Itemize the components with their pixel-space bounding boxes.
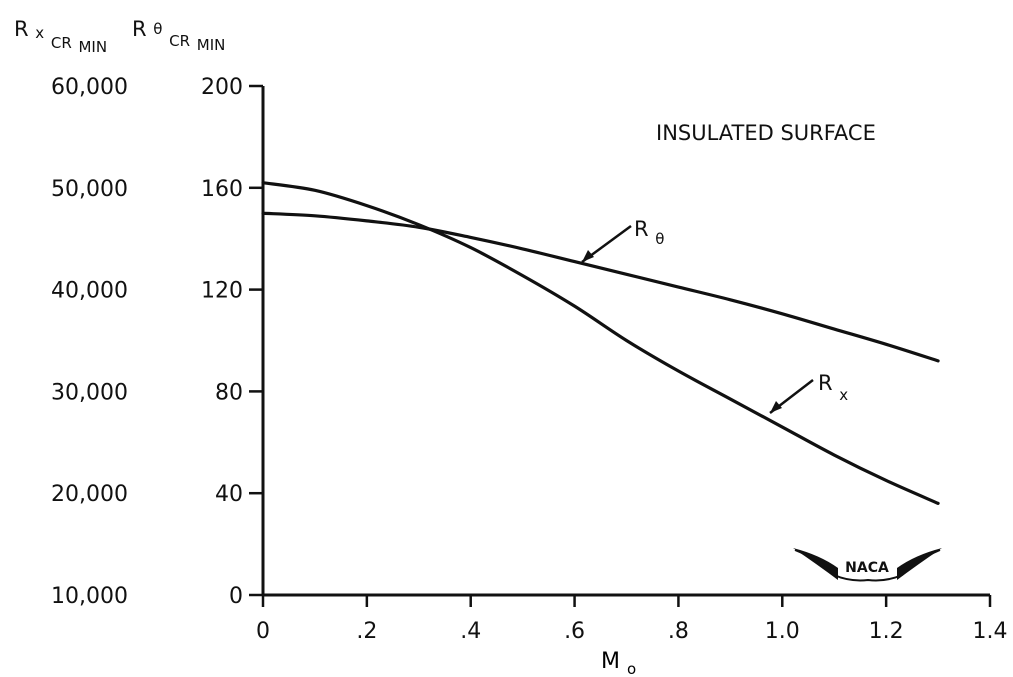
left-axis-title-sub-1: x bbox=[35, 24, 44, 42]
y-left-scale-tick-label: 50,000 bbox=[51, 177, 128, 202]
series-lines bbox=[261, 181, 940, 505]
x-tick-label: 1.4 bbox=[973, 619, 1008, 644]
naca-logo-text: NACA bbox=[845, 560, 889, 576]
y-left-scale-tick-label: 30,000 bbox=[51, 380, 128, 405]
right-axis-title-sub-3: MIN bbox=[197, 36, 226, 54]
y-right-scale-tick-label: 160 bbox=[201, 177, 243, 202]
series-line-r-x bbox=[261, 181, 940, 505]
y-right-scale-tick-label: 200 bbox=[201, 75, 243, 100]
left-axis-title-sub-3: MIN bbox=[78, 38, 107, 56]
y-left-scale-tick-label: 20,000 bbox=[51, 482, 128, 507]
x-axis-title-main: M bbox=[601, 649, 620, 674]
x-tick-label: .6 bbox=[564, 619, 585, 644]
naca-logo: NACA bbox=[793, 548, 942, 582]
r-x-label: R x bbox=[818, 371, 848, 404]
right-axis-title: R θ CR MIN bbox=[132, 15, 225, 54]
y-right-scale-tick-label: 120 bbox=[201, 279, 243, 304]
left-axis-title-main: R bbox=[14, 17, 29, 41]
x-tick-label: .2 bbox=[356, 619, 377, 644]
y-right-scale-tick-label: 40 bbox=[215, 482, 243, 507]
tick-marks bbox=[249, 84, 992, 607]
series-labels: R θ R x bbox=[581, 217, 848, 414]
y-left-scale-tick-label: 60,000 bbox=[51, 75, 128, 100]
axes bbox=[261, 86, 990, 597]
r-theta-arrowhead bbox=[582, 250, 594, 262]
r-x-arrowhead bbox=[770, 401, 782, 413]
x-tick-label: .8 bbox=[668, 619, 689, 644]
y-left-scale-tick-label: 10,000 bbox=[51, 584, 128, 609]
right-axis-title-sub-2: CR bbox=[169, 32, 190, 50]
left-axis-title-sub-2: CR bbox=[51, 34, 72, 52]
y-right-scale-tick-label: 80 bbox=[215, 380, 243, 405]
r-theta-label: R θ bbox=[634, 217, 664, 248]
x-tick-label: 1.0 bbox=[765, 619, 800, 644]
x-tick-label: 1.2 bbox=[869, 619, 904, 644]
x-tick-label: .4 bbox=[460, 619, 481, 644]
left-axis-title: R x CR MIN bbox=[14, 17, 107, 56]
r-theta-label-main: R bbox=[634, 217, 649, 241]
y-right-scale-tick-label: 0 bbox=[229, 584, 243, 609]
tick-labels: 0 .2 .4 .6 .8 1.0 1.2 1.4 0 10,000 40 20,000 80 30,00… bbox=[51, 75, 1007, 644]
r-x-label-sub: x bbox=[839, 386, 848, 404]
naca-logo-right-wing bbox=[897, 548, 942, 580]
right-axis-title-sub-1: θ bbox=[153, 20, 162, 38]
y-left-scale-tick-label: 40,000 bbox=[51, 279, 128, 304]
naca-logo-outline bbox=[794, 549, 941, 582]
series-line-r-theta bbox=[261, 211, 940, 363]
x-tick-label: 0 bbox=[256, 619, 270, 644]
x-axis-title-sub: o bbox=[627, 660, 636, 677]
r-x-label-main: R bbox=[818, 371, 833, 395]
x-axis-title: M o bbox=[601, 649, 636, 677]
right-axis-title-main: R bbox=[132, 17, 147, 41]
naca-logo-left-wing bbox=[793, 548, 838, 580]
annotation-insulated-surface: INSULATED SURFACE bbox=[656, 121, 876, 145]
r-theta-label-sub: θ bbox=[655, 230, 664, 248]
